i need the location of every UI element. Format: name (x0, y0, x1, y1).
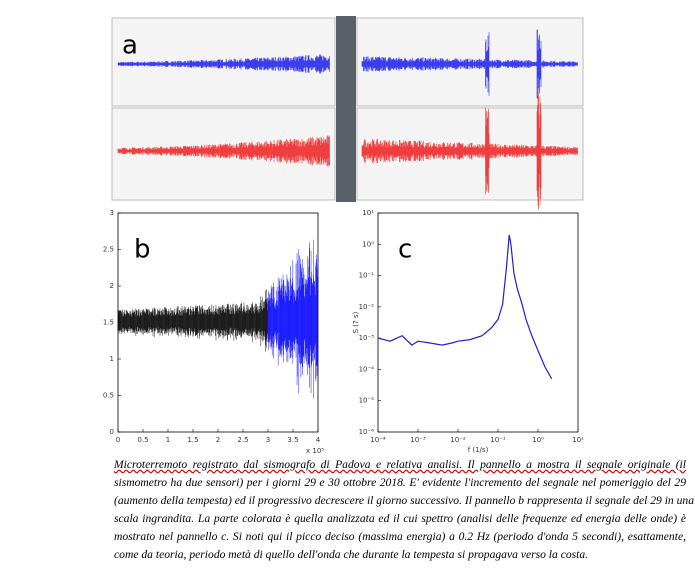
x-tick-label: 10⁻⁴ (370, 436, 386, 444)
trace (117, 54, 330, 74)
y-tick-label: 10⁰ (362, 240, 374, 248)
x-tick-label: 2.5 (237, 436, 248, 444)
caption-line: sismometro ha due sensori) per i giorni … (114, 476, 686, 489)
y-tick-label: 10⁻⁶ (359, 428, 375, 436)
caption-line: scala ingrandita. La parte colorata è qu… (114, 512, 686, 525)
panel-label: b (134, 235, 151, 265)
y-tick-label: 10⁻⁴ (359, 365, 375, 373)
panel-label: c (398, 235, 412, 265)
x-tick-label: 10¹ (572, 436, 584, 444)
trace (361, 92, 578, 210)
x-tick-label: 2 (216, 436, 220, 444)
y-tick-label: 3 (110, 209, 114, 217)
signal-trace (117, 289, 269, 352)
y-tick-label: 2 (110, 282, 114, 290)
trace (361, 29, 578, 99)
y-axis-label: S (? s) (352, 311, 360, 333)
x-tick-label: 4 (316, 436, 321, 444)
spectrum-line (377, 234, 553, 380)
y-tick-label: 0.5 (103, 392, 114, 400)
caption-line: mostrato nel pannello c. Si noti qui il … (114, 530, 686, 543)
x-tick-label: 10⁰ (532, 436, 544, 444)
y-tick-label: 0 (110, 428, 114, 436)
x-axis-label: f (1/s) (468, 446, 489, 454)
caption-line: Microterremoto registrato dal sismografo… (114, 458, 686, 471)
y-tick-label: 2.5 (103, 246, 114, 254)
y-tick-label: 10⁻² (359, 303, 375, 311)
y-tick-label: 10¹ (362, 209, 374, 217)
x-tick-label: 0.5 (137, 436, 148, 444)
y-tick-label: 1.5 (103, 319, 114, 327)
x-tick-label: 3.5 (287, 436, 298, 444)
caption-line: (aumento della tempesta) ed il progressi… (114, 494, 695, 507)
trace (117, 135, 330, 167)
y-tick-label: 10⁻¹ (359, 272, 375, 280)
x-tick-label: 0 (116, 436, 120, 444)
x-tick-label: 3 (266, 436, 270, 444)
y-tick-label: 10⁻³ (359, 334, 375, 342)
y-tick-label: 1 (110, 355, 114, 363)
x-tick-label: 1.5 (187, 436, 198, 444)
caption-line: come da teoria, periodo metà di quello d… (114, 548, 589, 561)
x-tick-label: 10⁻¹ (490, 436, 506, 444)
x-tick-label: 10⁻³ (410, 436, 426, 444)
y-tick-label: 10⁻⁵ (359, 397, 375, 405)
panel-a (111, 16, 584, 210)
x-multiplier: x 10⁵ (306, 447, 324, 455)
dock-bar (336, 16, 356, 202)
panel-label: a (122, 31, 138, 61)
x-tick-label: 10⁻² (450, 436, 466, 444)
axes-box (377, 212, 579, 433)
caption: Microterremoto registrato dal sismografo… (114, 456, 695, 564)
x-tick-label: 1 (166, 436, 170, 444)
signal-trace (267, 239, 318, 399)
